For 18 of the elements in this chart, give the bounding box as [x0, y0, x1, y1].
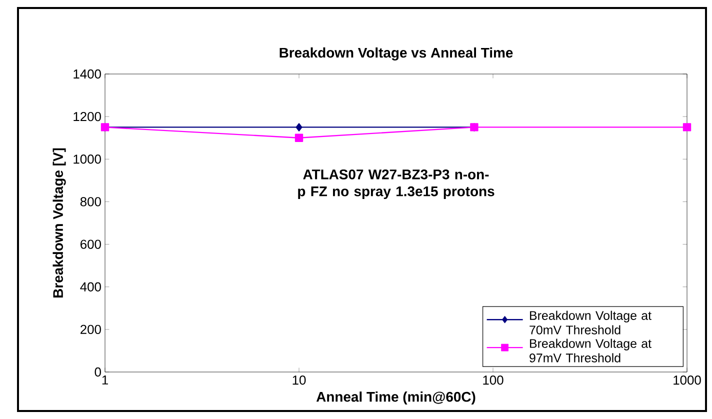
legend-label: Breakdown Voltage at 97mV Threshold [530, 338, 652, 362]
y-tick-label: 400 [80, 282, 101, 292]
x-tick-label: 100 [483, 376, 504, 385]
y-tick-label: 1400 [74, 69, 101, 79]
x-tick-label: 1000 [674, 376, 701, 385]
chart-title: Breakdown Voltage vs Anneal Time [280, 47, 513, 60]
y-axis-title: Breakdown Voltage [V] [52, 148, 66, 298]
y-tick-label: 1000 [74, 154, 101, 164]
x-tick-label: 10 [292, 376, 306, 385]
y-tick-label: 1200 [74, 112, 101, 122]
y-tick-label: 600 [80, 240, 101, 249]
annotation: ATLAS07 W27-BZ3-P3 n-on-p FZ no spray 1.3e15 protons [298, 169, 494, 200]
legend-label: Breakdown Voltage at 70mV Threshold [530, 310, 652, 334]
x-tick-label: 1 [102, 376, 108, 384]
y-tick-label: 800 [80, 197, 101, 206]
x-axis-title: Anneal Time (min@60C) [316, 392, 476, 405]
y-tick-label: 200 [80, 324, 101, 334]
y-tick-label: 0 [94, 367, 101, 377]
